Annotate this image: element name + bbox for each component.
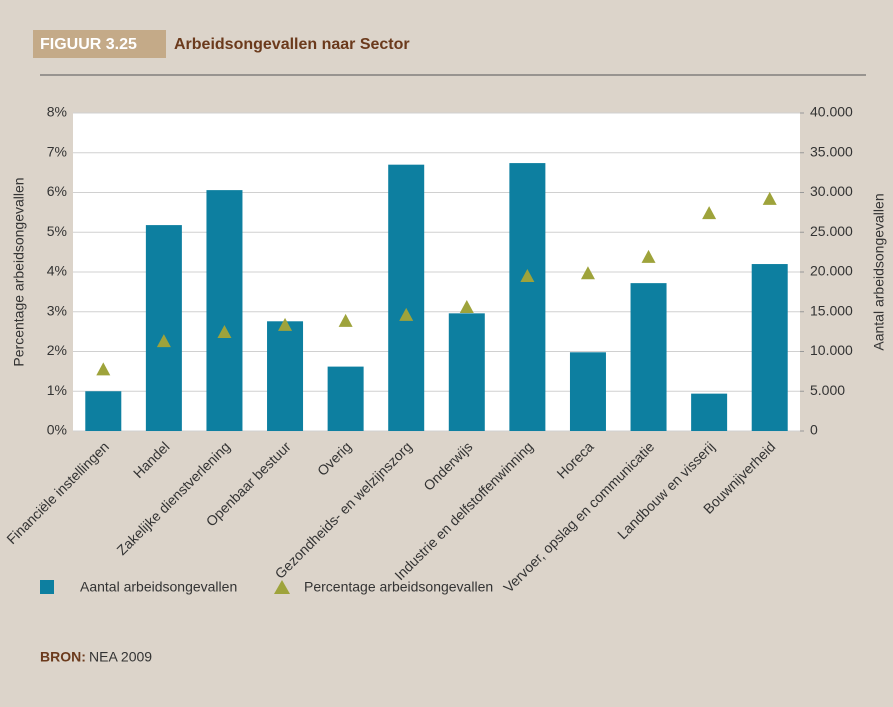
marker — [399, 307, 414, 321]
y-tick-label: 1% — [47, 382, 67, 398]
bar — [691, 393, 728, 431]
bar — [388, 164, 425, 432]
y2-tick-label: 25.000 — [810, 223, 853, 239]
bar — [751, 264, 788, 431]
y2-tick-label: 15.000 — [810, 302, 853, 318]
bar — [630, 283, 667, 431]
marker — [641, 249, 656, 263]
y2-tick-label: 5.000 — [810, 382, 845, 398]
y-tick-label: 4% — [47, 263, 67, 279]
y-tick-label: 3% — [47, 302, 67, 318]
bar — [267, 321, 304, 431]
y2-axis-label: Aantal arbeidsongevallen — [871, 193, 887, 350]
marker — [278, 317, 293, 331]
source: NEA 2009 — [89, 649, 152, 665]
bar — [327, 366, 364, 431]
y2-tick-label: 10.000 — [810, 342, 853, 358]
figure-label: FIGUUR 3.25 — [40, 36, 137, 53]
y-axis-label: Percentage arbeidsongevallen — [11, 177, 27, 366]
y-tick-label: 7% — [47, 143, 67, 159]
bar — [569, 352, 606, 431]
legend-swatch — [274, 580, 290, 594]
y-tick-label: 5% — [47, 223, 67, 239]
y-tick-label: 0% — [47, 422, 67, 438]
legend-label: Aantal arbeidsongevallen — [80, 579, 237, 595]
y-tick-label: 8% — [47, 104, 67, 120]
figure-label-box — [33, 30, 166, 58]
y2-tick-label: 35.000 — [810, 143, 853, 159]
y-tick-label: 2% — [47, 342, 67, 358]
marker — [580, 266, 595, 280]
marker — [520, 268, 535, 282]
marker — [762, 191, 777, 205]
y2-tick-label: 0 — [810, 422, 818, 438]
y2-tick-label: 40.000 — [810, 104, 853, 120]
bar — [448, 313, 485, 431]
legend-label: Percentage arbeidsongevallen — [304, 579, 493, 595]
bar — [206, 190, 243, 431]
y-tick-label: 6% — [47, 183, 67, 199]
y2-tick-label: 30.000 — [810, 183, 853, 199]
bar — [85, 391, 122, 431]
bar — [509, 163, 546, 431]
chart-title: Arbeidsongevallen naar Sector — [174, 36, 410, 53]
marker — [96, 362, 111, 376]
marker — [338, 313, 353, 327]
marker — [156, 334, 171, 348]
marker — [459, 299, 474, 313]
y2-tick-label: 20.000 — [810, 263, 853, 279]
bar — [145, 225, 182, 431]
marker — [702, 206, 717, 220]
legend-swatch — [40, 580, 54, 594]
source-label: BRON: — [40, 649, 86, 665]
marker — [217, 325, 232, 339]
